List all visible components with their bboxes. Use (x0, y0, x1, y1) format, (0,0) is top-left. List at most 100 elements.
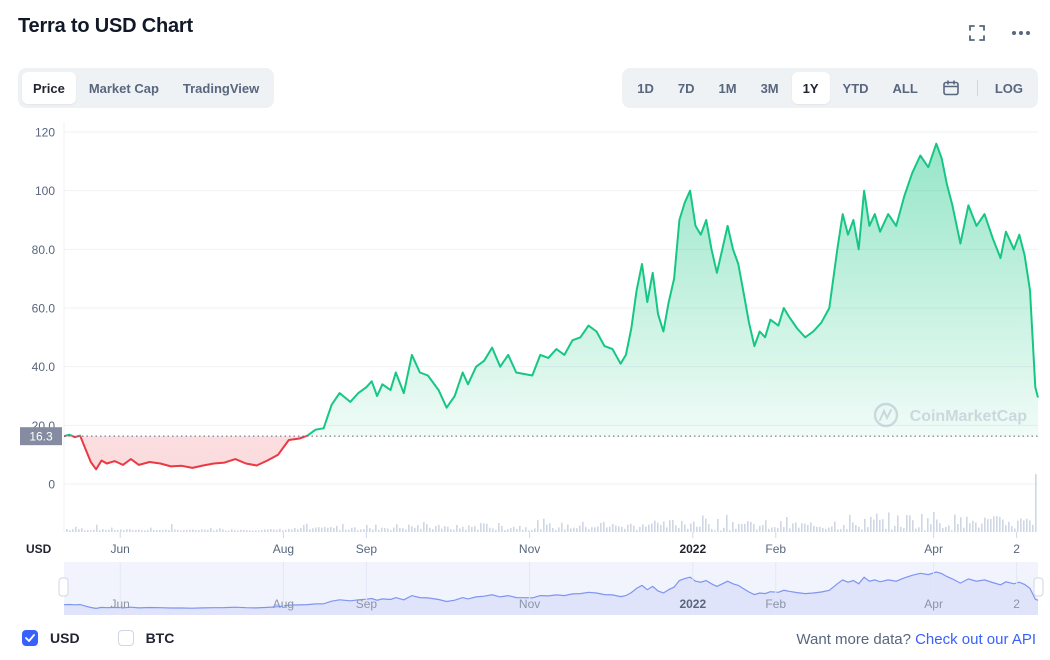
volume-bar (726, 514, 728, 532)
volume-bar (927, 518, 929, 532)
volume-bar (810, 522, 812, 532)
volume-bar (909, 515, 911, 532)
volume-bar (960, 517, 962, 532)
volume-bar (477, 529, 479, 532)
x-tick-label: Sep (356, 542, 378, 556)
volume-bar (282, 530, 284, 532)
watermark: CoinMarketCap (873, 402, 1028, 428)
range-all[interactable]: ALL (892, 80, 918, 96)
watermark-text: CoinMarketCap (910, 408, 1028, 425)
navigator-right-handle[interactable] (1033, 577, 1044, 597)
volume-bar (603, 521, 605, 532)
volume-bar (147, 529, 149, 532)
range-1m[interactable]: 1M (718, 80, 737, 96)
volume-bar (210, 527, 212, 532)
range-3m[interactable]: 3M (760, 80, 779, 96)
calendar-icon[interactable] (931, 72, 971, 104)
volume-bar (630, 523, 632, 532)
volume-bar (663, 521, 665, 532)
more-dots-icon[interactable] (1010, 22, 1032, 44)
volume-bar (417, 525, 419, 532)
volume-bar (387, 528, 389, 532)
volume-bar (354, 527, 356, 532)
volume-bar (651, 523, 653, 532)
volume-bar (693, 521, 695, 532)
volume-bar (201, 529, 203, 532)
volume-bar (249, 530, 251, 532)
volume-bar (351, 527, 353, 532)
volume-bar (327, 527, 329, 532)
tab-market-cap[interactable]: Market Cap (88, 80, 159, 96)
navigator-tick-label: 2 (1013, 597, 1020, 611)
volume-bar (1035, 474, 1037, 532)
volume-bar (525, 527, 527, 532)
volume-bar (87, 530, 89, 532)
volume-bar (399, 527, 401, 532)
volume-bar (135, 529, 137, 532)
volume-bar (1029, 520, 1031, 532)
volume-bar (633, 525, 635, 532)
volume-bar (891, 529, 893, 532)
tab-price[interactable]: Price (22, 72, 76, 104)
navigator-left-handle[interactable] (58, 577, 69, 597)
btc-checkbox[interactable]: BTC (117, 630, 174, 646)
tab-tradingview[interactable]: TradingView (182, 80, 260, 96)
volume-bar (357, 530, 359, 532)
volume-bar (867, 527, 869, 532)
volume-bar (204, 529, 206, 532)
volume-bar (627, 524, 629, 532)
volume-bar (447, 526, 449, 532)
volume-bar (537, 520, 539, 532)
volume-bar (870, 516, 872, 532)
fullscreen-icon[interactable] (966, 22, 988, 44)
range-7d[interactable]: 7D (677, 80, 695, 96)
volume-bar (636, 529, 638, 532)
range-ytd[interactable]: YTD (842, 80, 869, 96)
volume-bar (780, 521, 782, 532)
range-1d[interactable]: 1D (637, 80, 654, 96)
volume-bar (468, 525, 470, 532)
api-link[interactable]: Check out our API (915, 631, 1036, 648)
volume-bar (141, 530, 143, 532)
volume-bar (996, 516, 998, 532)
volume-bar (942, 527, 944, 532)
volume-bar (708, 524, 710, 532)
volume-bar (234, 530, 236, 532)
volume-bar (594, 527, 596, 532)
volume-bar (747, 521, 749, 532)
volume-bar (432, 529, 434, 532)
volume-bar (930, 524, 932, 532)
volume-bar (948, 525, 950, 532)
volume-bar (765, 520, 767, 532)
volume-bar (69, 530, 71, 532)
x-tick-label: Apr (924, 542, 943, 556)
volume-bar (288, 528, 290, 532)
usd-checkbox[interactable]: USD (22, 630, 80, 646)
volume-bar (342, 523, 344, 532)
volume-bar (975, 522, 977, 532)
volume-bar (309, 529, 311, 532)
volume-bar (924, 530, 926, 532)
volume-bar (897, 515, 899, 532)
log-toggle[interactable]: LOG (994, 80, 1023, 96)
volume-bar (597, 526, 599, 532)
usd-label: USD (50, 630, 80, 646)
volume-bar (333, 527, 335, 532)
volume-bar (300, 527, 302, 532)
volume-bar (303, 524, 305, 532)
volume-bar (321, 527, 323, 532)
volume-bar (981, 523, 983, 532)
volume-bar (888, 512, 890, 532)
volume-bar (564, 529, 566, 532)
volume-bar (978, 527, 980, 532)
range-1y[interactable]: 1Y (791, 72, 830, 104)
volume-bar (381, 527, 383, 532)
volume-bar (657, 522, 659, 532)
volume-bar (237, 530, 239, 532)
volume-bar (861, 529, 863, 532)
volume-bar (666, 527, 668, 532)
volume-bar (702, 515, 704, 532)
volume-bar (420, 528, 422, 532)
volume-bar (993, 516, 995, 532)
volume-bar (828, 527, 830, 532)
